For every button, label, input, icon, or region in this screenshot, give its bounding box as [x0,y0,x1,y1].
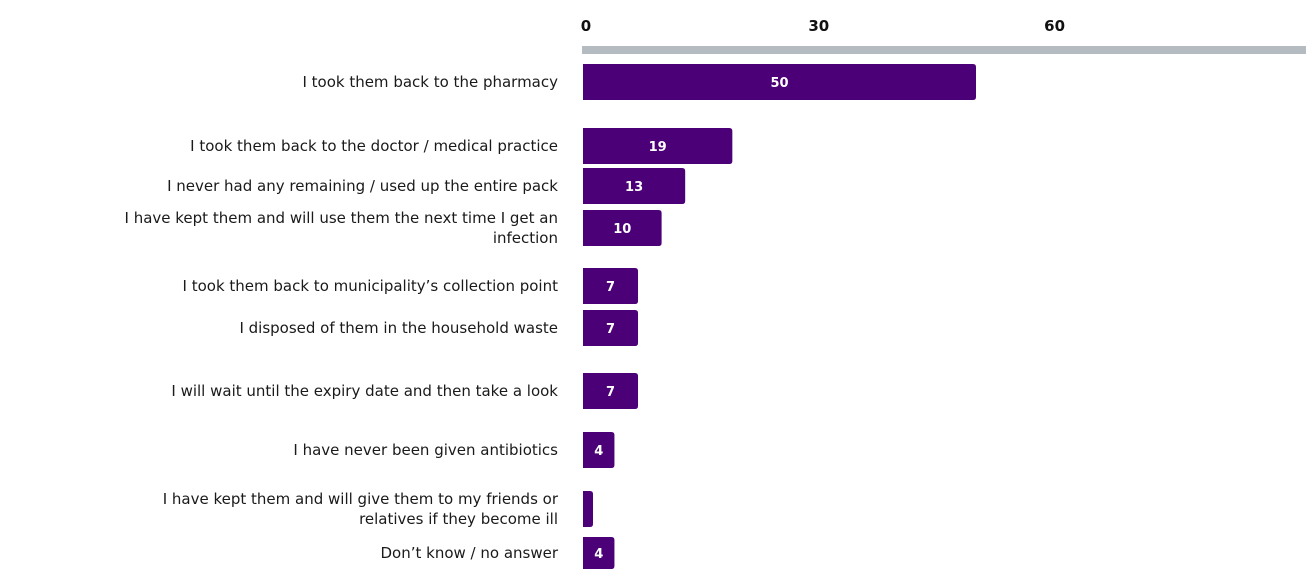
bar [583,268,639,304]
x-axis-ticks: 0 30 60 [581,17,1065,35]
category-label: I took them back to municipality’s colle… [183,277,559,295]
data-label: 4 [594,444,603,459]
category-label: I have kept them and will give them to m… [163,490,559,508]
category-label: I disposed of them in the household wast… [239,319,558,337]
bar [583,168,686,204]
x-tick-label: 0 [581,17,591,35]
category-label: I have kept them and will use them the n… [125,209,558,227]
category-label: infection [493,229,558,247]
data-label: 19 [649,140,667,155]
x-axis-line [582,46,1306,54]
category-label: I took them back to the doctor / medical… [190,137,558,155]
bar [583,210,662,246]
bar [583,128,733,164]
data-label: 13 [625,180,643,195]
category-label: Don’t know / no answer [380,544,558,562]
bar [583,373,639,409]
category-labels: I took them back to the pharmacy I took t… [125,73,559,562]
data-label: 4 [594,547,603,562]
bar [583,537,615,569]
bar [583,64,976,100]
category-label: relatives if they become ill [359,510,558,528]
bar [583,491,593,527]
bar [583,432,615,468]
data-label: 7 [606,322,615,337]
category-label: I took them back to the pharmacy [302,73,558,91]
data-label: 7 [606,280,615,295]
category-label: I have never been given antibiotics [293,441,558,459]
category-label: I never had any remaining / used up the … [167,177,558,195]
category-label: I will wait until the expiry date and th… [171,382,558,400]
data-label: 7 [606,385,615,400]
bar [583,310,639,346]
bars: 50 19 13 10 7 7 7 4 4 [583,64,976,569]
x-tick-label: 30 [808,17,829,35]
data-label: 10 [613,222,631,237]
x-tick-label: 60 [1044,17,1065,35]
data-label: 50 [770,76,788,91]
